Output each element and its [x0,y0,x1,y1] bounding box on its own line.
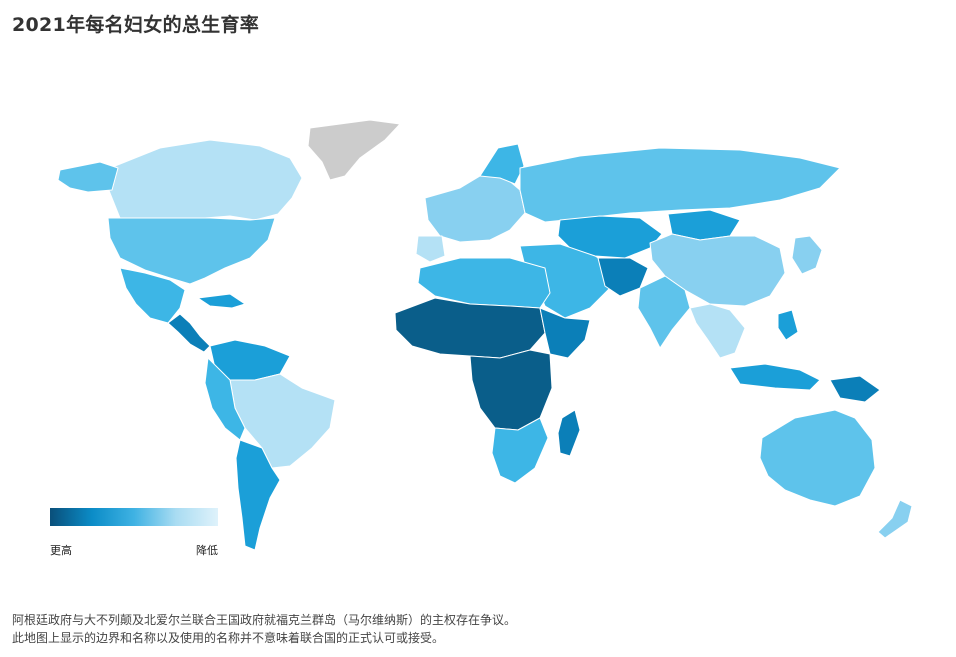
legend-gradient-bar [50,508,218,526]
region-central-america [167,313,211,353]
region-iberia [415,235,446,263]
region-west-africa-sahel [394,297,546,359]
region-australia [759,409,876,507]
footer-note-disclaimer: 此地图上显示的边界和名称以及使用的名称并不意味着联合国的正式认可或接受。 [12,631,445,645]
region-alaska [57,161,119,193]
region-southern-africa [491,417,549,484]
region-caribbean [197,293,246,309]
region-russia [519,147,841,223]
page-title: 2021年每名妇女的总生育率 [12,14,260,36]
footer-notes: 阿根廷政府与大不列颠及北爱尔兰联合王国政府就福克兰群岛（马尔维纳斯）的主权存在争… [12,611,516,647]
legend: 更高 降低 [50,508,218,558]
footer-note-falklands: 阿根廷政府与大不列颠及北爱尔兰联合王国政府就福克兰群岛（马尔维纳斯）的主权存在争… [12,613,517,627]
region-east-asia-islands [791,235,823,275]
region-europe [424,172,526,243]
region-horn-of-africa [539,307,591,359]
region-new-zealand [877,499,913,539]
region-philippines [777,309,799,341]
region-mexico [119,267,186,324]
region-papua-new-guinea [829,375,881,403]
region-southern-cone [235,439,281,551]
legend-low-label: 降低 [196,544,218,557]
region-greenland [307,119,401,181]
world-map [57,119,913,551]
region-usa [107,217,276,285]
region-southeast-asia [689,303,746,359]
legend-high-label: 更高 [50,544,72,557]
region-madagascar [557,409,581,457]
region-canada [107,139,303,221]
region-maritime-southeast-asia [729,363,821,391]
region-india [637,275,691,349]
region-central-asia [557,215,663,259]
region-scandinavia [479,143,525,185]
